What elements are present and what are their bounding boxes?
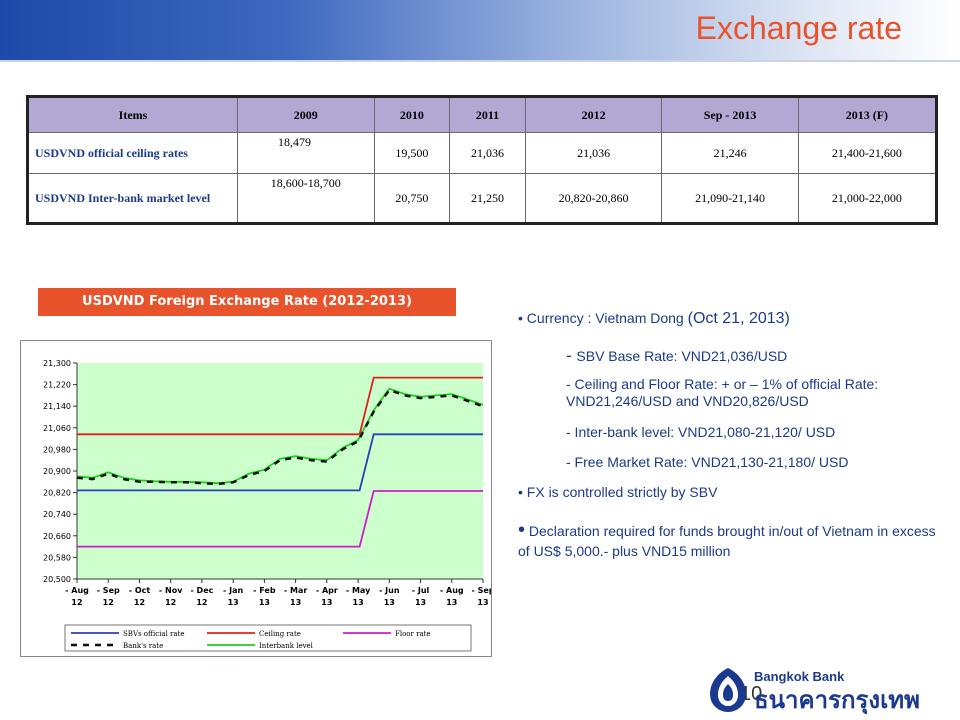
header-divider (0, 60, 960, 62)
table-cell: 21,036 (524, 132, 663, 174)
legend-label: Interbank level (259, 642, 314, 650)
plot-area (77, 363, 483, 579)
table-cell: 21,400-21,600 (797, 132, 938, 174)
bullet-currency-date: (Oct 21, 2013) (687, 310, 790, 327)
legend-label: Bank's rate (123, 642, 163, 650)
header-2012: 2012 (524, 96, 663, 133)
x-tick-label: - Sep (97, 586, 120, 595)
chart-container: 21,300 21,220 21,140 21,060 20,980 20,900 20,8… (20, 340, 495, 657)
series-line-ceiling-rate (77, 376, 483, 436)
header-2013-f: 2013 (F) (797, 96, 938, 133)
y-tick-label: 20,500 (43, 575, 71, 584)
header-sep-2013: Sep - 2013 (661, 96, 799, 133)
y-tick-label: 20,900 (43, 467, 71, 476)
x-tick-label: - May (346, 586, 371, 595)
bullet-declaration: • Declaration required for funds brought… (518, 520, 938, 561)
y-tick-label: 21,060 (43, 424, 71, 433)
x-tick-label: - Jan (223, 586, 243, 595)
x-tick-label: - Nov (159, 586, 183, 595)
x-tick-label: - Aug (65, 586, 89, 595)
bullet-fx-control: • FX is controlled strictly by SBV (518, 484, 718, 500)
table-row: USDVND Inter-bank market level 18,600-18… (27, 173, 938, 224)
x-tick-year-label: 13 (228, 598, 239, 607)
bullet-currency: • Currency : Vietnam Dong (Oct 21, 2013) (518, 310, 790, 328)
x-tick-year-label: 13 (477, 598, 488, 607)
series-line-sbvs-official-rate (77, 433, 483, 492)
header-2011: 2011 (449, 96, 526, 133)
y-tick-label: 20,740 (43, 510, 71, 519)
x-tick-year-label: 13 (384, 598, 395, 607)
x-tick-year-label: 13 (259, 598, 270, 607)
table-cell: 18,600-18,700 (237, 173, 375, 224)
page-number: 10 (740, 683, 763, 705)
y-tick-label: 21,300 (43, 359, 71, 368)
bullet-sbv-base-rate: - SBV Base Rate: VND21,036/USD (566, 346, 787, 366)
x-tick-year-label: 13 (290, 598, 301, 607)
y-tick-label: 20,660 (43, 532, 71, 541)
dash: - (566, 346, 577, 365)
bullet-currency-text: • Currency : Vietnam Dong (518, 310, 688, 326)
y-tick-label: 21,140 (43, 402, 71, 411)
x-tick-year-label: 12 (134, 598, 145, 607)
legend-box (64, 624, 472, 652)
x-tick-year-label: 12 (165, 598, 176, 607)
y-tick-label: 20,580 (43, 553, 71, 562)
header-items: Items (27, 96, 238, 133)
series-line-interbank-level (76, 387, 484, 485)
legend-label: SBVs official rate (123, 630, 185, 638)
header-bar (0, 0, 960, 60)
table-cell: 18,479 (237, 132, 375, 174)
bullet-dot: • (518, 519, 526, 541)
x-tick-label: - Dec (190, 586, 213, 595)
logo-thai-text: ธนาคารกรุงเทพ (754, 686, 920, 714)
chart-title: USDVND Foreign Exchange Rate (2012-2013) (38, 288, 456, 316)
x-tick-label: - Sep (471, 586, 491, 595)
x-tick-label: - Feb (253, 586, 276, 595)
legend-label: Floor rate (395, 630, 431, 638)
table-cell: 21,036 (449, 132, 526, 174)
bullet-free-market: - Free Market Rate: VND21,130-21,180/ US… (566, 454, 849, 470)
row-label: USDVND official ceiling rates (27, 132, 238, 174)
bullet-ceiling-floor: - Ceiling and Floor Rate: + or – 1% of o… (566, 376, 879, 409)
logo-english-text: Bangkok Bank (754, 669, 845, 684)
table-header-row: Items 2009 2010 2011 2012 Sep - 2013 201… (27, 96, 938, 133)
table-cell: 20,750 (373, 173, 451, 224)
x-tick-label: - Mar (284, 586, 307, 595)
row-label: USDVND Inter-bank market level (27, 173, 238, 224)
y-tick-label: 20,980 (43, 445, 71, 454)
sbv-base-rate-text: SBV Base Rate: VND21,036/USD (576, 348, 788, 364)
y-tick-label: 20,820 (43, 489, 71, 498)
table-row: USDVND official ceiling rates 18,479 19,… (27, 132, 938, 174)
series-line-floor-rate (77, 490, 483, 548)
table-cell: 21,090-21,140 (661, 173, 799, 224)
table-cell: 21,250 (449, 173, 526, 224)
table-cell: 21,246 (661, 132, 799, 174)
x-tick-label: - Jun (379, 586, 400, 595)
line-chart: 21,300 21,220 21,140 21,060 20,980 20,900 20,8… (43, 359, 495, 652)
table-cell: 21,000-22,000 (797, 173, 938, 224)
x-tick-year-label: 13 (321, 598, 332, 607)
header-2009: 2009 (237, 96, 375, 133)
x-tick-year-label: 12 (103, 598, 114, 607)
slide-title: Exchange rate (695, 10, 902, 46)
x-tick-label: - Aug (440, 586, 464, 595)
x-tick-year-label: 12 (196, 598, 207, 607)
bank-emblem-icon (710, 668, 746, 712)
table-cell: 20,820-20,860 (524, 173, 663, 224)
x-tick-label: - Apr (316, 586, 338, 595)
x-tick-label: - Jul (412, 586, 430, 595)
legend-label: Ceiling rate (259, 630, 301, 638)
x-tick-year-label: 13 (446, 598, 457, 607)
bangkok-bank-logo: Bangkok Bank ธนาคารกรุงเทพ (710, 668, 920, 714)
x-tick-year-label: 13 (415, 598, 426, 607)
header-2010: 2010 (373, 96, 451, 133)
x-tick-year-label: 13 (353, 598, 364, 607)
declaration-text: Declaration required for funds brought i… (518, 523, 936, 559)
y-tick-label: 21,220 (43, 381, 71, 390)
table-cell: 19,500 (373, 132, 451, 174)
exchange-rate-table: Items 2009 2010 2011 2012 Sep - 2013 201… (26, 95, 938, 225)
x-tick-label: - Oct (129, 586, 151, 595)
x-tick-year-label: 12 (71, 598, 82, 607)
bullet-interbank-level: - Inter-bank level: VND21,080-21,120/ US… (566, 424, 836, 440)
